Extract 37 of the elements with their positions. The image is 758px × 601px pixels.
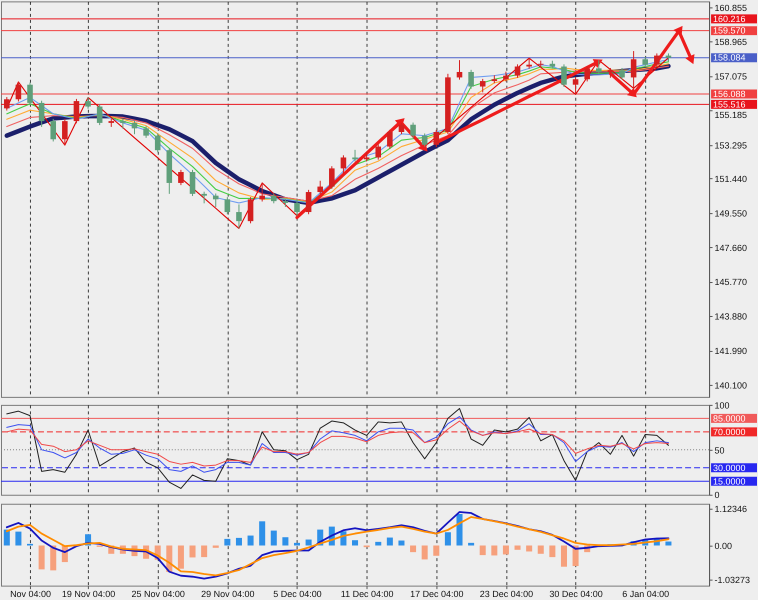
- y-tick-label: 158.965: [714, 37, 747, 48]
- y-tick-label: 100: [714, 400, 730, 410]
- y-tick-label: 140.100: [714, 380, 747, 390]
- x-tick-label: 23 Dec 04:00: [480, 589, 534, 600]
- y-tick-label: 155.185: [714, 110, 747, 120]
- x-tick-label: 5 Dec 04:00: [273, 589, 322, 600]
- y-tick-label: 149.550: [714, 208, 747, 218]
- x-tick-label: 11 Dec 04:00: [340, 589, 394, 600]
- x-tick-label: 17 Dec 04:00: [410, 589, 464, 600]
- y-tick-label: 151.440: [714, 174, 747, 184]
- y-tick-label: 141.990: [714, 346, 747, 356]
- y-tick-label: 160.855: [714, 2, 747, 13]
- y-tick-label: 145.770: [714, 277, 747, 288]
- ref-line-label: 70.0000: [713, 426, 746, 437]
- y-tick-label: 50: [714, 445, 725, 456]
- ref-line-label: 156.088: [713, 89, 746, 100]
- ref-line-label: 160.216: [713, 14, 746, 24]
- x-tick-label: Nov 04:00: [10, 589, 51, 600]
- y-tick-label: 1.12346: [714, 504, 747, 514]
- ref-line-label: 159.570: [713, 26, 746, 36]
- x-tick-label: 30 Dec 04:00: [549, 589, 603, 600]
- ref-line-label: 85.0000: [713, 413, 746, 424]
- y-tick-label: 147.660: [714, 242, 747, 253]
- x-tick-label: 19 Nov 04:00: [62, 589, 116, 600]
- x-tick-label: 29 Nov 04:00: [201, 589, 255, 600]
- ref-line-label: 15.0000: [713, 476, 746, 486]
- ref-line-label: 30.0000: [713, 462, 746, 473]
- x-tick-label: 6 Jan 04:00: [622, 589, 670, 600]
- y-tick-label: -1.03273: [714, 575, 750, 586]
- x-tick-label: 25 Nov 04:00: [132, 589, 185, 600]
- ref-line-label: 158.084: [713, 52, 746, 63]
- ref-line-label: 155.516: [713, 99, 746, 110]
- y-tick-label: 0.00: [714, 541, 732, 551]
- y-tick-label: 143.880: [714, 312, 747, 322]
- y-tick-label: 153.295: [714, 140, 747, 150]
- y-tick-label: 0: [714, 490, 720, 500]
- y-tick-label: 157.075: [714, 72, 747, 82]
